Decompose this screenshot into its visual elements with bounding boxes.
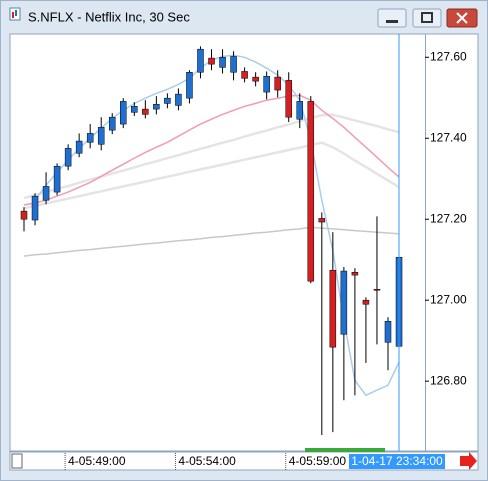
- cursor-label: 1-04-17 23:34:00: [351, 454, 443, 468]
- candle-body: [197, 48, 204, 73]
- session-bar: [305, 448, 385, 452]
- y-tick-label: 126.80: [430, 373, 467, 387]
- candle-body: [263, 76, 270, 93]
- candle-body: [142, 108, 149, 115]
- candle-body: [285, 80, 292, 118]
- moving-average-line: [23, 94, 400, 206]
- candle-body: [86, 133, 94, 143]
- candle-body: [351, 272, 359, 276]
- x-tick-label: 4-05:59:00: [289, 454, 347, 468]
- window-icon: [15, 10, 17, 16]
- candle-body: [318, 218, 326, 223]
- candle-body: [97, 127, 105, 145]
- window-title: S.NFLX - Netflix Inc, 30 Sec: [28, 9, 190, 24]
- candle-body: [186, 71, 193, 99]
- candle-body: [75, 140, 83, 154]
- candle-body: [274, 76, 281, 91]
- cursor-label-box: [349, 454, 445, 469]
- candle-body: [31, 195, 39, 221]
- y-tick-label: 127.40: [430, 130, 467, 144]
- y-tick-label: 127.60: [430, 49, 467, 63]
- candle-body: [153, 103, 160, 110]
- chart-panel: [9, 33, 479, 452]
- moving-average-line: [23, 113, 400, 200]
- scroll-box[interactable]: [11, 453, 23, 469]
- candle-body: [120, 101, 127, 125]
- maximize-icon: [421, 12, 433, 23]
- candle-body: [20, 210, 28, 220]
- candle-body: [208, 57, 215, 65]
- candle-body: [230, 56, 237, 73]
- candle-body: [296, 101, 303, 120]
- minimize-button[interactable]: [377, 8, 407, 28]
- candle-body: [175, 93, 182, 106]
- maximize-button[interactable]: [412, 8, 442, 28]
- candle-body: [373, 289, 381, 291]
- y-tick-label: 127.00: [430, 292, 467, 306]
- moving-average-line: [23, 226, 400, 257]
- candle-body: [384, 320, 392, 343]
- candle-body: [131, 106, 138, 113]
- x-tick-label: 4-05:54:00: [178, 454, 236, 468]
- window-icon: [12, 12, 14, 18]
- candle-body: [362, 299, 370, 305]
- x-tick-label: 4-05:49:00: [68, 454, 126, 468]
- close-icon: [456, 12, 468, 24]
- candle-body: [108, 116, 116, 131]
- candle-body: [164, 97, 171, 104]
- candle-body: [53, 165, 61, 193]
- y-tick-label: 127.20: [430, 211, 467, 225]
- candle-body: [64, 148, 72, 167]
- candle-body: [307, 101, 315, 282]
- moving-average-line: [34, 54, 400, 397]
- window-buttons[interactable]: [377, 8, 478, 28]
- candle-body: [252, 76, 259, 82]
- scroll-arrow[interactable]: [460, 452, 477, 470]
- moving-average-line: [23, 141, 400, 210]
- candle-body: [241, 71, 248, 79]
- candle-body: [340, 270, 348, 335]
- minimize-icon: [386, 20, 398, 23]
- candle-body: [219, 57, 226, 68]
- candle-body: [42, 186, 50, 201]
- candle-body: [329, 269, 337, 348]
